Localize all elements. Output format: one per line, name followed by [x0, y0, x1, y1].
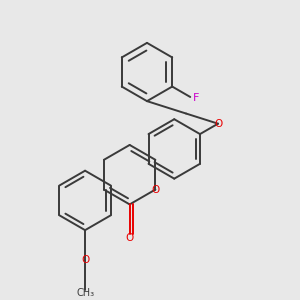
Text: O: O [125, 233, 134, 243]
Text: CH₃: CH₃ [76, 288, 94, 298]
Text: O: O [81, 255, 89, 265]
Text: O: O [214, 119, 222, 129]
Text: F: F [193, 93, 199, 103]
Text: O: O [151, 184, 160, 194]
